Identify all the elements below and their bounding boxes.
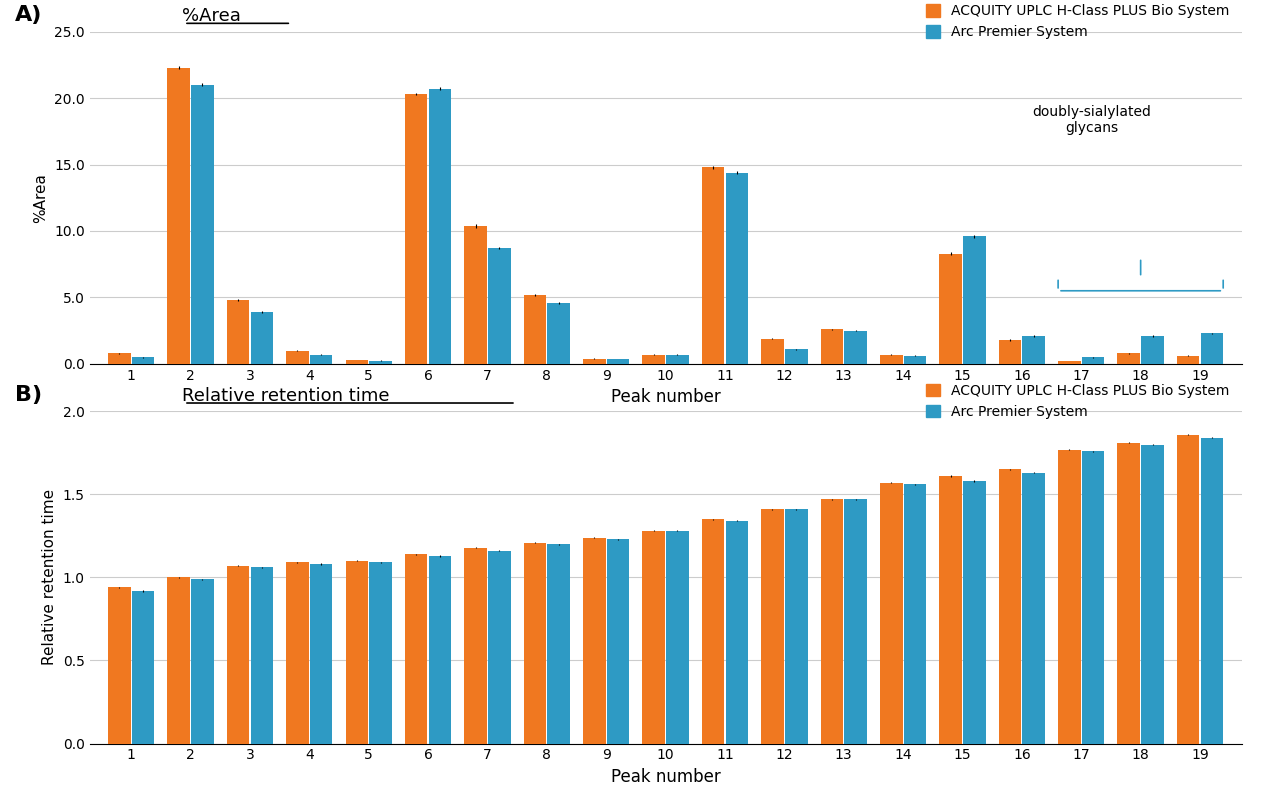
Bar — [287, 350, 308, 364]
Bar — [227, 566, 250, 744]
Bar — [108, 354, 131, 364]
Bar — [904, 356, 927, 364]
Bar — [963, 481, 986, 744]
Bar — [879, 483, 902, 744]
Bar — [548, 544, 570, 744]
Bar — [168, 577, 189, 744]
Bar — [940, 476, 961, 744]
Bar — [726, 521, 748, 744]
Bar — [666, 531, 689, 744]
Bar — [998, 469, 1021, 744]
Bar — [310, 564, 333, 744]
Bar — [1142, 445, 1164, 744]
Legend: ACQUITY UPLC H-Class PLUS Bio System, Arc Premier System: ACQUITY UPLC H-Class PLUS Bio System, Ar… — [920, 0, 1235, 45]
Bar — [643, 354, 666, 364]
Bar — [488, 551, 511, 744]
Bar — [1176, 356, 1199, 364]
Bar — [465, 225, 486, 364]
Bar — [1117, 443, 1140, 744]
Bar — [607, 539, 630, 744]
Bar — [1023, 473, 1044, 744]
Bar — [524, 295, 547, 364]
Bar — [820, 499, 844, 744]
Bar — [404, 94, 428, 364]
Bar — [227, 300, 250, 364]
Text: doubly-sialylated
glycans: doubly-sialylated glycans — [1033, 104, 1151, 135]
Bar — [1201, 438, 1224, 744]
Bar — [370, 361, 392, 364]
Bar — [643, 531, 666, 744]
Bar — [785, 350, 808, 364]
Bar — [845, 331, 867, 364]
Bar — [762, 339, 783, 364]
Text: Relative retention time: Relative retention time — [182, 387, 389, 405]
Bar — [845, 499, 867, 744]
Bar — [465, 547, 486, 744]
Text: %Area: %Area — [182, 7, 241, 25]
Text: B): B) — [15, 384, 42, 405]
Bar — [879, 354, 902, 364]
Bar — [726, 172, 748, 364]
Bar — [820, 329, 844, 364]
Bar — [429, 556, 452, 744]
Bar — [251, 312, 273, 364]
Bar — [168, 67, 189, 364]
Bar — [666, 354, 689, 364]
Bar — [132, 358, 155, 364]
Bar — [904, 484, 927, 744]
Bar — [998, 340, 1021, 364]
Bar — [1023, 336, 1044, 364]
Legend: ACQUITY UPLC H-Class PLUS Bio System, Arc Premier System: ACQUITY UPLC H-Class PLUS Bio System, Ar… — [920, 378, 1235, 425]
Bar — [1059, 449, 1080, 744]
Bar — [1142, 336, 1164, 364]
Bar — [940, 254, 961, 364]
Bar — [524, 543, 547, 744]
Bar — [701, 519, 724, 744]
Bar — [1059, 361, 1080, 364]
Y-axis label: Relative retention time: Relative retention time — [42, 490, 58, 665]
Bar — [370, 562, 392, 744]
Bar — [346, 561, 369, 744]
Bar — [548, 303, 570, 364]
Bar — [762, 509, 783, 744]
Bar — [785, 509, 808, 744]
Bar — [963, 237, 986, 364]
Bar — [251, 567, 273, 744]
X-axis label: Peak number: Peak number — [611, 768, 721, 786]
Bar — [1176, 434, 1199, 744]
Bar — [1082, 451, 1105, 744]
X-axis label: Peak number: Peak number — [611, 388, 721, 407]
Bar — [287, 562, 308, 744]
Bar — [1082, 358, 1105, 364]
Text: A): A) — [15, 5, 42, 25]
Bar — [701, 167, 724, 364]
Bar — [191, 85, 214, 364]
Bar — [191, 579, 214, 744]
Bar — [607, 359, 630, 364]
Bar — [584, 538, 605, 744]
Bar — [1117, 354, 1140, 364]
Bar — [310, 354, 333, 364]
Bar — [404, 554, 428, 744]
Bar — [346, 360, 369, 364]
Bar — [488, 248, 511, 364]
Bar — [108, 588, 131, 744]
Y-axis label: %Area: %Area — [33, 172, 49, 223]
Bar — [1201, 333, 1224, 364]
Bar — [584, 358, 605, 364]
Bar — [132, 591, 155, 744]
Bar — [429, 89, 452, 364]
